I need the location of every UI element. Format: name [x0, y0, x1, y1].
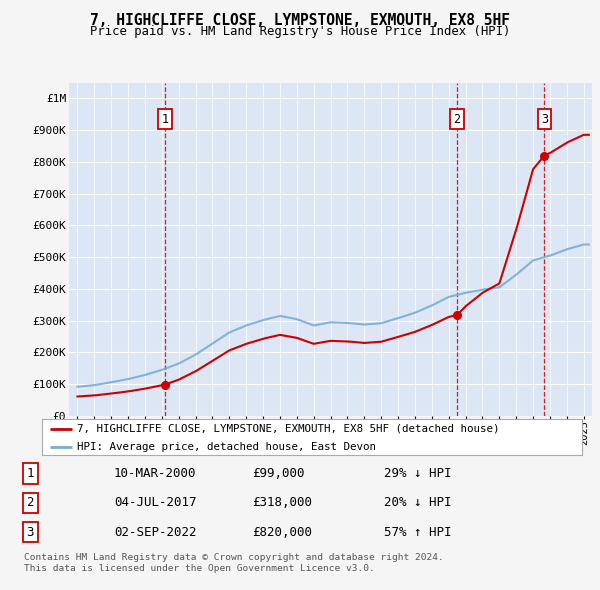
Text: 10-MAR-2000: 10-MAR-2000 [114, 467, 197, 480]
Text: 02-SEP-2022: 02-SEP-2022 [114, 526, 197, 539]
Text: 3: 3 [26, 526, 34, 539]
Text: HPI: Average price, detached house, East Devon: HPI: Average price, detached house, East… [77, 442, 376, 453]
Text: 7, HIGHCLIFFE CLOSE, LYMPSTONE, EXMOUTH, EX8 5HF (detached house): 7, HIGHCLIFFE CLOSE, LYMPSTONE, EXMOUTH,… [77, 424, 500, 434]
Text: Contains HM Land Registry data © Crown copyright and database right 2024.
This d: Contains HM Land Registry data © Crown c… [24, 553, 444, 573]
Text: £99,000: £99,000 [252, 467, 305, 480]
Text: 1: 1 [26, 467, 34, 480]
Text: 29% ↓ HPI: 29% ↓ HPI [384, 467, 452, 480]
Text: 04-JUL-2017: 04-JUL-2017 [114, 496, 197, 510]
Text: 1: 1 [161, 113, 169, 126]
Text: 2: 2 [454, 113, 461, 126]
Text: Price paid vs. HM Land Registry's House Price Index (HPI): Price paid vs. HM Land Registry's House … [90, 25, 510, 38]
Text: £318,000: £318,000 [252, 496, 312, 510]
Text: 57% ↑ HPI: 57% ↑ HPI [384, 526, 452, 539]
Text: 20% ↓ HPI: 20% ↓ HPI [384, 496, 452, 510]
Text: £820,000: £820,000 [252, 526, 312, 539]
Text: 7, HIGHCLIFFE CLOSE, LYMPSTONE, EXMOUTH, EX8 5HF: 7, HIGHCLIFFE CLOSE, LYMPSTONE, EXMOUTH,… [90, 13, 510, 28]
Text: 3: 3 [541, 113, 548, 126]
Text: 2: 2 [26, 496, 34, 510]
